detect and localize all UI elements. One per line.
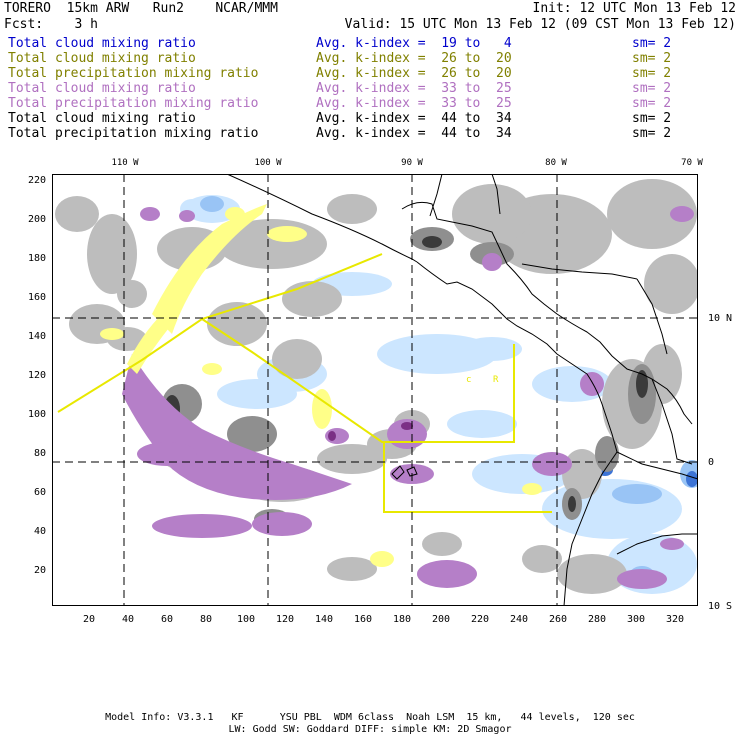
y-tick-40: 40 — [33, 526, 46, 537]
y-tick-20: 20 — [33, 565, 46, 576]
purple-layer — [122, 206, 694, 589]
legend-index-3: Avg. k-index = 26 to 20 — [316, 66, 512, 81]
legend-field-4: Total cloud mixing ratio — [8, 81, 196, 96]
x-tick-120: 120 — [275, 614, 295, 625]
legend-sm-3: sm= 2 — [632, 66, 672, 81]
legend-index-4: Avg. k-index = 33 to 25 — [316, 81, 512, 96]
y-tick-220: 220 — [27, 175, 46, 186]
x-tick-320: 320 — [665, 614, 685, 625]
y-tick-140: 140 — [27, 331, 46, 342]
model-info-line2: LW: Godd SW: Goddard DIFF: simple KM: 2D… — [228, 724, 512, 735]
run-title: TORERO 15km ARW Run2 NCAR/MMM — [4, 1, 278, 16]
purple-dark-layer — [328, 422, 413, 441]
x-tick-60: 60 — [160, 614, 174, 625]
valid-time: Valid: 15 UTC Mon 13 Feb 12 (09 CST Mon … — [344, 17, 736, 32]
coastline-layer — [226, 174, 698, 606]
map-frame — [52, 174, 698, 606]
x-tick-200: 200 — [431, 614, 451, 625]
x-tick-280: 280 — [587, 614, 607, 625]
legend-index-6: Avg. k-index = 44 to 34 — [316, 111, 512, 126]
legend-field-7: Total precipitation mixing ratio — [8, 126, 259, 141]
legend-field-6: Total cloud mixing ratio — [8, 111, 196, 126]
map-label-r: R — [493, 375, 499, 385]
lon-label-100w: 100 W — [254, 158, 282, 168]
x-tick-160: 160 — [353, 614, 373, 625]
legend-sm-6: sm= 2 — [632, 111, 672, 126]
lon-label-110w: 110 W — [111, 158, 139, 168]
y-tick-120: 120 — [27, 370, 46, 381]
x-tick-40: 40 — [121, 614, 135, 625]
grid-layer — [52, 174, 698, 606]
x-tick-180: 180 — [392, 614, 412, 625]
y-tick-100: 100 — [27, 409, 46, 420]
forecast-map: c R — [52, 174, 698, 606]
x-tick-220: 220 — [470, 614, 490, 625]
legend-sm-1: sm= 2 — [632, 36, 672, 51]
y-tick-160: 160 — [27, 292, 46, 303]
legend-field-5: Total precipitation mixing ratio — [8, 96, 259, 111]
legend-sm-2: sm= 2 — [632, 51, 672, 66]
legend-sm-4: sm= 2 — [632, 81, 672, 96]
flight-track-layer — [57, 253, 552, 513]
lat-label-10n: 10 N — [708, 313, 733, 324]
map-label-c: c — [466, 375, 471, 385]
x-tick-20: 20 — [82, 614, 96, 625]
lat-label-0: 0 — [708, 457, 715, 468]
lat-label-10s: 10 S — [708, 601, 733, 612]
y-tick-200: 200 — [27, 214, 46, 225]
legend-field-3: Total precipitation mixing ratio — [8, 66, 259, 81]
x-tick-100: 100 — [236, 614, 256, 625]
legend-index-1: Avg. k-index = 19 to 4 — [316, 36, 512, 51]
lon-label-70w: 70 W — [681, 158, 703, 168]
yellow-layer — [100, 204, 542, 567]
init-time: Init: 12 UTC Mon 13 Feb 12 — [532, 1, 737, 16]
legend-sm-7: sm= 2 — [632, 126, 672, 141]
legend-sm-5: sm= 2 — [632, 96, 672, 111]
x-tick-240: 240 — [509, 614, 529, 625]
x-tick-140: 140 — [314, 614, 334, 625]
legend-field-1: Total cloud mixing ratio — [8, 36, 196, 51]
x-tick-300: 300 — [626, 614, 646, 625]
x-tick-80: 80 — [199, 614, 213, 625]
legend-index-2: Avg. k-index = 26 to 20 — [316, 51, 512, 66]
forecast-hour: Fcst: 3 h — [4, 17, 98, 32]
lon-label-90w: 90 W — [401, 158, 423, 168]
legend-index-5: Avg. k-index = 33 to 25 — [316, 96, 512, 111]
y-tick-180: 180 — [27, 253, 46, 264]
lon-label-80w: 80 W — [545, 158, 567, 168]
model-info-line1: Model Info: V3.3.1 KF YSU PBL WDM 6class… — [105, 712, 635, 723]
x-tick-260: 260 — [548, 614, 568, 625]
y-tick-80: 80 — [33, 448, 46, 459]
legend-field-2: Total cloud mixing ratio — [8, 51, 196, 66]
y-tick-60: 60 — [33, 487, 46, 498]
legend-index-7: Avg. k-index = 44 to 34 — [316, 126, 512, 141]
